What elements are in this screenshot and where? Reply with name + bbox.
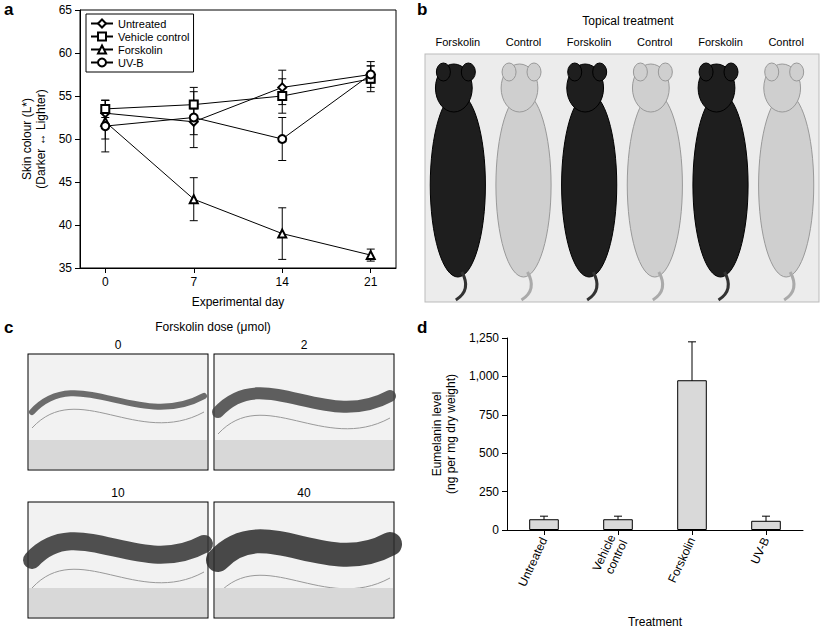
svg-text:Experimental day: Experimental day: [192, 295, 285, 309]
svg-text:Skin colour (L*): Skin colour (L*): [20, 98, 34, 180]
html-text:Forskolin: Forskolin: [698, 36, 743, 48]
svg-text:(ng per mg dry weight): (ng per mg dry weight): [444, 374, 458, 494]
svg-text:14: 14: [276, 275, 290, 289]
html-text:Topical treatment: Topical treatment: [582, 14, 674, 28]
html-text:Control: Control: [637, 36, 673, 48]
html-text:d: d: [417, 318, 428, 337]
html-text:40: 40: [297, 486, 311, 500]
svg-text:55: 55: [59, 89, 73, 103]
html-text:b: b: [417, 0, 428, 19]
html-text:Control: Control: [768, 36, 804, 48]
svg-text:Untreated: Untreated: [515, 535, 550, 589]
html-text:0: 0: [114, 338, 122, 352]
svg-text:45: 45: [59, 175, 73, 189]
html-text:a: a: [4, 0, 14, 19]
svg-text:60: 60: [59, 46, 73, 60]
html-text:Forskolin: Forskolin: [566, 36, 612, 48]
svg-text:0: 0: [102, 275, 109, 289]
svg-text:Untreated: Untreated: [118, 18, 166, 30]
svg-text:21: 21: [364, 275, 378, 289]
svg-text:Forskolin: Forskolin: [118, 44, 163, 56]
svg-text:Forskolin: Forskolin: [665, 535, 698, 585]
svg-text:Vehicle control: Vehicle control: [118, 31, 190, 43]
html-text:c: c: [4, 318, 14, 337]
svg-text:0: 0: [492, 523, 499, 537]
svg-text:UV-B: UV-B: [118, 57, 144, 69]
svg-text:UV-B: UV-B: [748, 535, 773, 566]
html-text:Forskolin: Forskolin: [435, 36, 481, 48]
html-text:Control: Control: [505, 36, 542, 48]
svg-text:500: 500: [479, 446, 499, 460]
svg-text:1,000: 1,000: [469, 369, 499, 383]
svg-text:Treatment: Treatment: [628, 615, 683, 629]
svg-text:40: 40: [59, 218, 73, 232]
svg-text:750: 750: [479, 408, 499, 422]
html-text:10: 10: [111, 486, 125, 500]
html-text:2: 2: [300, 338, 308, 352]
svg-text:Vehicle: Vehicle: [589, 532, 619, 574]
svg-text:50: 50: [59, 132, 73, 146]
svg-text:control: control: [602, 538, 630, 577]
svg-text:65: 65: [59, 3, 73, 17]
svg-text:(Darker ↔ Lighter): (Darker ↔ Lighter): [34, 89, 48, 188]
svg-text:1,250: 1,250: [469, 331, 499, 345]
svg-text:35: 35: [59, 261, 73, 275]
html-text:Forskolin dose (μmol): Forskolin dose (μmol): [155, 320, 271, 334]
svg-text:Eumelanin level: Eumelanin level: [430, 392, 444, 477]
svg-text:250: 250: [479, 485, 499, 499]
svg-text:7: 7: [190, 275, 197, 289]
